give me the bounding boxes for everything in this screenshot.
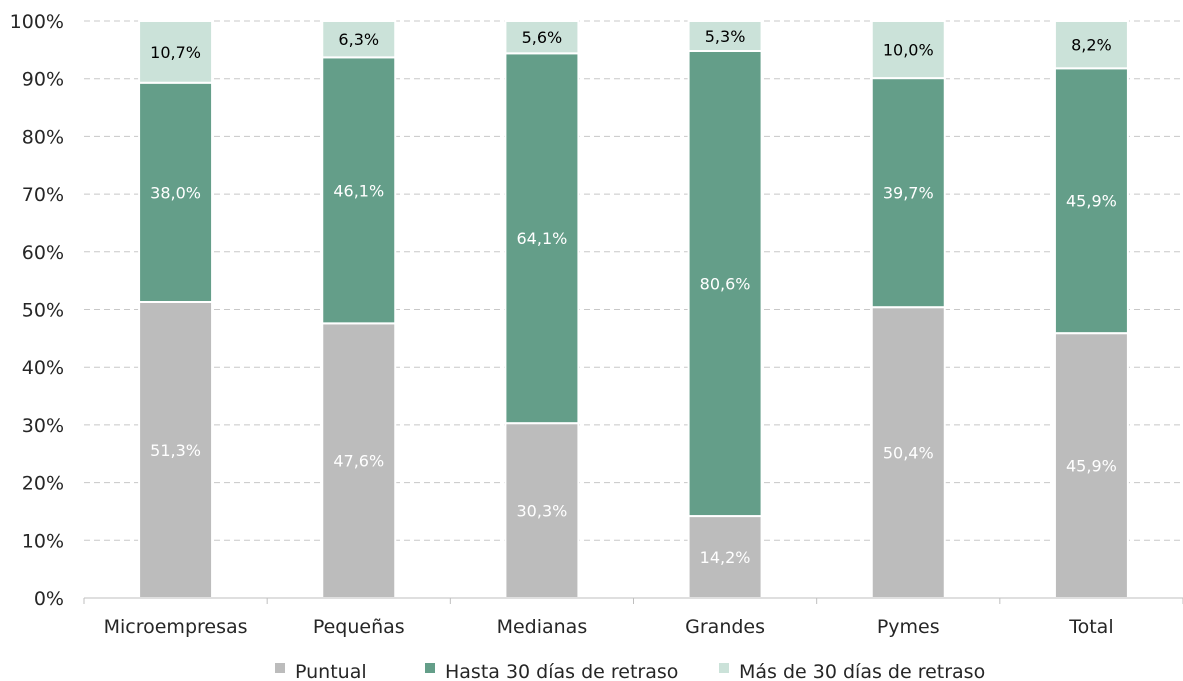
bar-segment bbox=[1053, 20, 1129, 70]
data-label: 8,2% bbox=[1071, 36, 1112, 55]
y-tick-label: 70% bbox=[22, 184, 64, 206]
bar-segment bbox=[138, 20, 214, 84]
y-tick-label: 100% bbox=[10, 11, 64, 33]
legend-swatch bbox=[425, 663, 435, 673]
y-tick-label: 30% bbox=[22, 415, 64, 437]
data-label: 14,2% bbox=[700, 548, 751, 567]
bar-segment bbox=[321, 56, 397, 325]
category-label: Pymes bbox=[877, 616, 940, 638]
bar-segment bbox=[321, 20, 397, 59]
data-label: 39,7% bbox=[883, 184, 934, 203]
data-label: 50,4% bbox=[883, 444, 934, 463]
y-tick-label: 50% bbox=[22, 300, 64, 322]
data-label: 5,6% bbox=[522, 28, 563, 47]
legend-label: Hasta 30 días de retraso bbox=[445, 661, 678, 681]
y-tick-label: 40% bbox=[22, 357, 64, 379]
legend-swatch bbox=[719, 663, 729, 673]
legend-label: Más de 30 días de retraso bbox=[739, 661, 985, 681]
legend: Puntual Hasta 30 días de retraso Más de 30… bbox=[275, 661, 985, 681]
gridlines bbox=[84, 20, 1183, 541]
legend-swatch bbox=[275, 663, 285, 673]
bars: 51,3% 38,0% 10,7% 47,6% 46,1% 6,3% 30,3% 64,1% 5… bbox=[138, 20, 1129, 599]
y-tick-label: 60% bbox=[22, 242, 64, 264]
data-label: 45,9% bbox=[1066, 192, 1117, 211]
data-label: 64,1% bbox=[517, 229, 568, 248]
category-label: Medianas bbox=[497, 616, 588, 638]
y-tick-label: 0% bbox=[34, 588, 64, 610]
data-label: 80,6% bbox=[700, 275, 751, 294]
bar-segment bbox=[870, 306, 946, 599]
y-tick-label: 10% bbox=[22, 530, 64, 552]
bar-segment bbox=[870, 20, 946, 80]
bar-segment bbox=[687, 20, 763, 53]
bar-segment bbox=[138, 300, 214, 599]
y-tick-label: 80% bbox=[22, 126, 64, 148]
y-axis-ticks: 0% 10% 20% 30% 40% 50% 60% 70% 80% 90% 100% bbox=[10, 11, 64, 610]
data-label: 46,1% bbox=[333, 181, 384, 200]
bar-segment bbox=[504, 52, 580, 425]
y-tick-label: 20% bbox=[22, 473, 64, 495]
category-label: Pequeñas bbox=[313, 616, 405, 638]
x-axis: Microempresas Pequeñas Medianas Grandes Pyme… bbox=[83, 597, 1183, 638]
data-label: 47,6% bbox=[333, 452, 384, 471]
bar-segment bbox=[870, 77, 946, 309]
data-label: 10,7% bbox=[150, 43, 201, 62]
category-label: Grandes bbox=[685, 616, 765, 638]
data-label: 38,0% bbox=[150, 183, 201, 202]
category-label: Microempresas bbox=[104, 616, 248, 638]
data-label: 30,3% bbox=[517, 502, 568, 521]
category-label: Total bbox=[1068, 616, 1113, 638]
data-label: 51,3% bbox=[150, 441, 201, 460]
data-label: 6,3% bbox=[338, 30, 379, 49]
legend-label: Puntual bbox=[295, 661, 367, 681]
bar-segment bbox=[1053, 67, 1129, 335]
y-tick-label: 90% bbox=[22, 69, 64, 91]
data-label: 45,9% bbox=[1066, 457, 1117, 476]
bar-segment bbox=[687, 50, 763, 518]
data-label: 10,0% bbox=[883, 41, 934, 60]
bar-segment bbox=[504, 20, 580, 55]
data-label: 5,3% bbox=[705, 27, 746, 46]
